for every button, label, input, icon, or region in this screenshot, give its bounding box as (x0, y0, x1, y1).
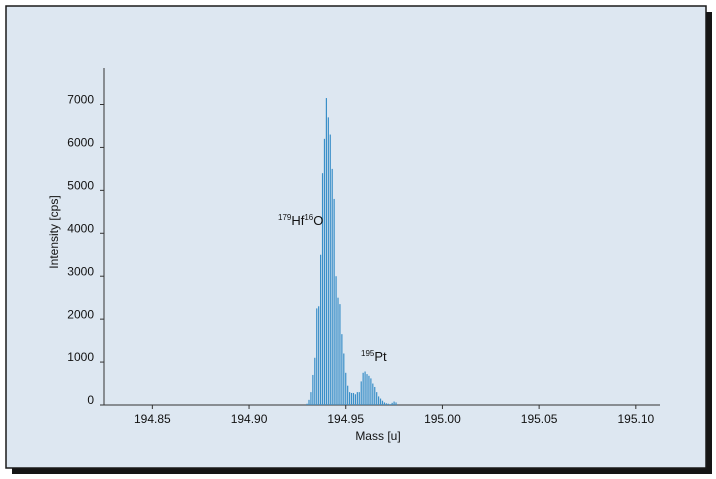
bar (368, 375, 370, 405)
x-tick-label: 194.90 (231, 412, 268, 426)
bar (387, 403, 389, 405)
x-tick-label: 195.00 (424, 412, 461, 426)
bar (354, 394, 357, 405)
x-tick-label: 195.05 (521, 412, 558, 426)
bar (366, 374, 368, 405)
bar (343, 353, 345, 405)
bar (362, 372, 364, 405)
bar (316, 308, 318, 405)
frame (5, 5, 707, 469)
y-tick-label: 0 (87, 393, 94, 407)
bar (310, 392, 312, 405)
bar (370, 378, 372, 405)
bar (374, 386, 376, 405)
bar (331, 168, 333, 405)
bar (391, 402, 393, 405)
y-axis-label: Intensity [cps] (47, 195, 61, 268)
y-tick-label: 1000 (67, 350, 94, 364)
superscript: 16 (304, 213, 313, 222)
bar (319, 254, 322, 405)
bar (381, 400, 384, 405)
bar (314, 357, 316, 405)
bar (372, 383, 374, 405)
bar (306, 403, 308, 405)
annotation-text: Hf (291, 213, 304, 228)
bar (335, 276, 337, 405)
bar (356, 392, 358, 405)
y-tick-label: 4000 (67, 221, 94, 235)
bar (393, 401, 395, 405)
y-tick-label: 5000 (67, 179, 94, 193)
bar (389, 404, 391, 405)
x-axis-label: Mass [u] (355, 429, 400, 443)
annotation-text: Pt (374, 349, 387, 364)
bar (329, 134, 331, 406)
bar (341, 334, 343, 405)
bar (358, 392, 360, 405)
bar (385, 403, 387, 405)
annotation: 179Hf16O (278, 213, 323, 228)
bar (379, 398, 382, 405)
annotation: 195Pt (361, 349, 387, 364)
bar (360, 381, 362, 405)
y-tick-label: 2000 (67, 307, 94, 321)
y-tick-label: 3000 (67, 264, 94, 278)
bar (347, 385, 349, 405)
annotation-text: O (313, 213, 323, 228)
bar (321, 173, 324, 405)
bar (350, 392, 353, 405)
y-tick-label: 6000 (67, 136, 94, 150)
bar (378, 396, 380, 405)
bar (308, 399, 310, 405)
bar (327, 117, 329, 406)
x-tick-label: 194.85 (134, 412, 171, 426)
bar (352, 392, 355, 405)
superscript: 195 (361, 349, 375, 358)
bar (325, 98, 327, 405)
bar (323, 138, 326, 405)
bar (312, 374, 314, 405)
bar (376, 392, 378, 405)
bar (345, 372, 347, 405)
bar (349, 392, 351, 405)
bar (383, 402, 386, 405)
superscript: 179 (278, 213, 292, 222)
y-tick-label: 7000 (67, 93, 94, 107)
bar (318, 306, 320, 405)
bar (339, 304, 341, 405)
bar (337, 297, 339, 405)
bar (364, 371, 366, 405)
bar (395, 402, 397, 405)
x-tick-label: 195.10 (617, 412, 654, 426)
x-tick-label: 194.95 (327, 412, 364, 426)
bar (333, 198, 335, 405)
